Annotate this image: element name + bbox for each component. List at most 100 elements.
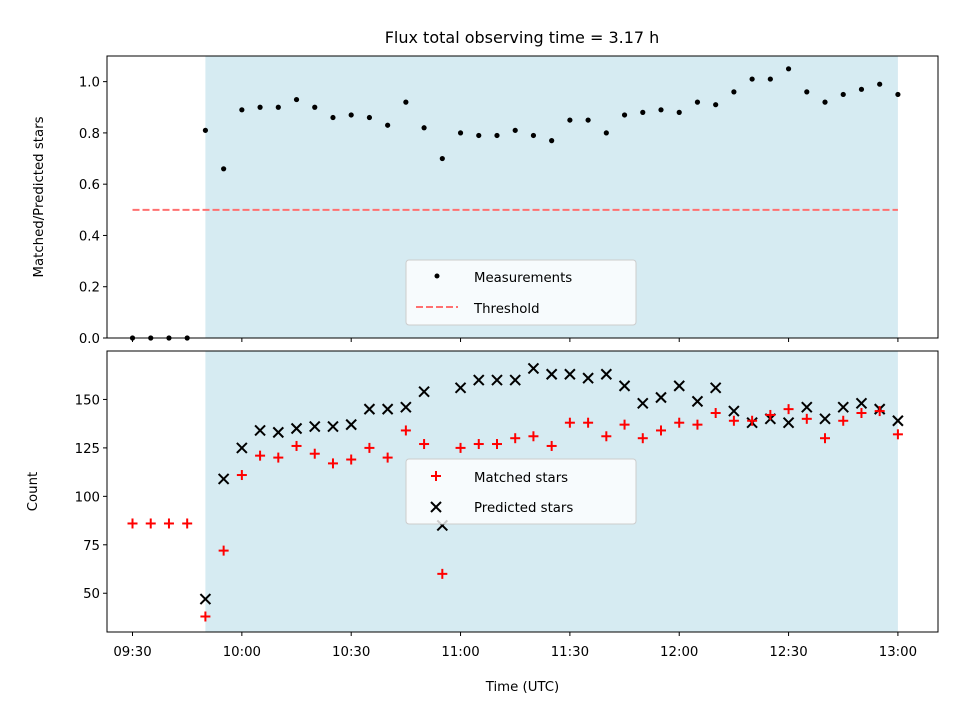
matched-point-12-55 (874, 406, 885, 417)
predicted-point-11-40 (600, 368, 613, 380)
predicted-point-11-25 (545, 368, 558, 380)
matched-point-11-50 (637, 433, 648, 444)
bottom-y-axis-ticks: 50 75 100 125 150 (75, 393, 107, 602)
matched-point-10-35 (364, 442, 375, 453)
bottom-ytick-label-125: 125 (75, 442, 100, 457)
predicted-point-10-30 (345, 418, 357, 431)
top-ytick-label-0.4: 0.4 (79, 229, 100, 244)
matched-point-13-00 (892, 429, 903, 440)
measurement-point-12-05 (694, 99, 701, 105)
matched-point-11-25 (546, 440, 557, 451)
matched-point-12-15 (728, 415, 739, 426)
predicted-point-10-00 (236, 442, 248, 454)
measurement-point-12-40 (822, 99, 828, 105)
matched-point-11-00 (455, 442, 466, 453)
measurement-point-11-15 (512, 127, 518, 133)
matched-point-10-10 (273, 452, 284, 463)
measurement-point-10-05 (257, 104, 263, 110)
legend-measurements-marker (434, 273, 440, 279)
measurement-point-10-10 (275, 104, 281, 110)
matched-point-11-35 (583, 417, 594, 428)
measurement-point-12-30 (785, 66, 792, 72)
measurement-point-10-00 (239, 107, 245, 113)
measurement-point-11-35 (585, 117, 591, 123)
top-panel: Flux total observing time = 3.17 h 0.0 0.… (32, 28, 939, 347)
legend-matched-marker (431, 471, 441, 481)
matched-point-09-35 (145, 518, 156, 529)
matched-point-10-15 (291, 440, 302, 451)
top-axes-frame (106, 55, 939, 339)
predicted-point-12-10 (709, 382, 722, 394)
measurement-point-11-45 (621, 112, 628, 118)
xtick-label-11-00: 11:00 (441, 645, 479, 660)
measurement-point-12-10 (713, 102, 719, 108)
measurement-point-11-10 (494, 132, 500, 139)
top-legend: Measurements Threshold (405, 259, 637, 326)
matched-point-10-55 (437, 568, 448, 579)
legend-predicted-marker (430, 501, 442, 513)
measurement-point-10-15 (293, 96, 300, 103)
matched-point-10-50 (419, 439, 430, 450)
predicted-point-11-30 (564, 368, 576, 380)
predicted-point-11-10 (491, 374, 503, 386)
measurement-point-12-35 (804, 89, 810, 95)
top-plot-marks (129, 66, 901, 341)
chart-title: Flux total observing time = 3.17 h (385, 28, 660, 47)
matched-point-09-40 (163, 518, 174, 529)
matched-point-09-45 (182, 518, 193, 529)
matched-point-10-45 (400, 425, 411, 436)
measurement-point-12-50 (858, 86, 865, 92)
matched-point-11-45 (619, 419, 630, 430)
legend-threshold-label: Threshold (473, 302, 540, 317)
predicted-point-12-30 (782, 416, 795, 429)
legend-predicted-label: Predicted stars (474, 501, 573, 516)
measurement-point-11-55 (658, 107, 664, 113)
top-ytick-label-1.0: 1.0 (79, 76, 100, 91)
matched-point-11-15 (510, 433, 521, 444)
predicted-point-12-15 (728, 405, 740, 417)
predicted-point-11-45 (618, 380, 631, 392)
matched-point-12-45 (838, 415, 849, 426)
measurement-point-11-30 (567, 117, 573, 123)
matched-point-09-50 (200, 611, 211, 622)
measurement-point-10-25 (330, 114, 336, 121)
bottom-legend: Matched stars Predicted stars (405, 458, 637, 525)
predicted-point-10-20 (309, 420, 321, 433)
xtick-label-10-30: 10:30 (332, 645, 370, 660)
matched-point-12-10 (710, 408, 721, 419)
matched-point-11-30 (564, 417, 575, 428)
predicted-point-11-55 (655, 391, 667, 404)
bottom-plot-marks (127, 362, 904, 622)
predicted-point-10-10 (272, 426, 285, 439)
measurement-point-12-55 (877, 81, 883, 87)
bottom-ytick-label-100: 100 (75, 490, 100, 505)
top-ytick-label-0.0: 0.0 (79, 332, 100, 347)
predicted-point-12-50 (855, 397, 868, 410)
matched-point-12-50 (856, 408, 867, 419)
measurement-point-09-50 (202, 127, 209, 133)
top-y-axis-label: Matched/Predicted stars (32, 116, 47, 277)
bottom-ytick-label-75: 75 (83, 539, 100, 554)
matched-point-12-25 (765, 409, 776, 420)
xtick-label-12-30: 12:30 (769, 645, 807, 660)
predicted-point-09-55 (217, 473, 230, 485)
matched-point-12-05 (692, 419, 703, 430)
matched-point-12-30 (783, 404, 794, 415)
predicted-point-12-40 (819, 413, 831, 425)
measurement-point-11-00 (457, 130, 464, 136)
matched-point-11-40 (601, 431, 612, 442)
matched-point-10-00 (236, 470, 247, 481)
predicted-point-10-50 (418, 385, 430, 398)
measurement-point-10-55 (439, 155, 445, 162)
measurement-point-10-20 (312, 104, 318, 110)
matched-point-11-10 (491, 439, 502, 450)
predicted-point-12-45 (837, 401, 849, 413)
matched-point-11-55 (656, 425, 666, 436)
predicted-point-12-00 (673, 380, 685, 392)
bottom-legend-box (405, 458, 637, 525)
predicted-point-12-05 (691, 395, 704, 408)
top-legend-box (405, 259, 637, 326)
predicted-point-13-00 (892, 415, 904, 427)
top-ytick-label-0.6: 0.6 (79, 178, 100, 193)
